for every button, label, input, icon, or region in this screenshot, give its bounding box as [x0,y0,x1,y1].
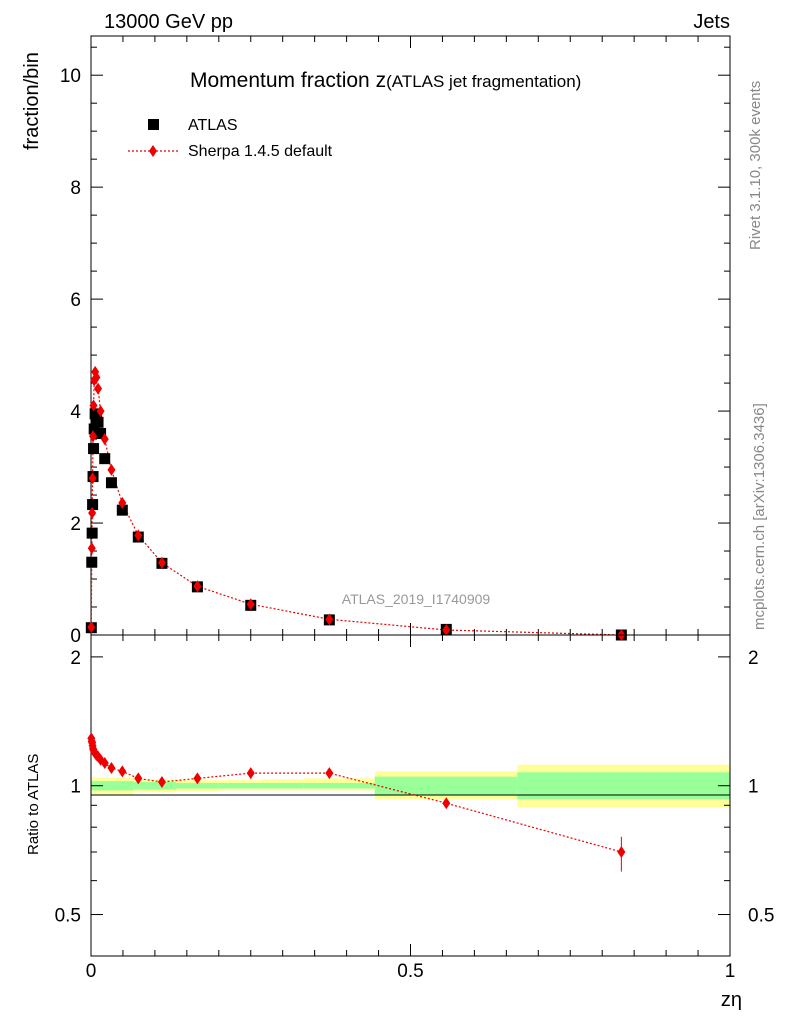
legend-sherpa-marker [149,145,157,157]
ratio-point [193,772,202,785]
atlas-point [88,423,100,435]
atlas-point [87,499,99,511]
source-label: mcplots.cern.ch [arXiv:1306.3436] [751,403,768,630]
ratio-stat-band [218,782,262,789]
main-panel: 0 2 4 6 8 10 fraction/bin Momentum fraction z… [21,35,731,647]
y-tick-label: 0 [70,626,81,647]
atlas-point [86,527,98,539]
x-tick-label: 0 [86,961,97,982]
sherpa-point [94,382,103,395]
ratio-panel: 0.5 0.5 1 1 2 2 Ratio to ATLAS [25,634,775,957]
sherpa-point [157,556,166,569]
x-tick-label: 0.5 [397,961,423,982]
sherpa-point [87,621,96,634]
sherpa-point [92,371,101,384]
atlas-point [105,477,117,489]
legend-atlas-marker [148,119,159,130]
ratio-point [134,772,143,785]
sherpa-point [88,506,97,519]
ratio-stat-band [91,781,134,791]
legend-atlas-label: ATLAS [188,117,238,134]
y-tick-label: 4 [70,402,81,423]
ratio-point [617,845,626,858]
legend: ATLAS Sherpa 1.4.5 default [128,117,333,160]
y-tick-label: 2 [70,514,81,535]
y-axis-label: fraction/bin [21,52,43,150]
legend-sherpa-label: Sherpa 1.4.5 default [188,143,333,160]
main-ticks [90,36,731,636]
ratio-y-tick-label: 2 [70,648,81,669]
sherpa-point [107,463,116,476]
ratio-y-tick-label: 0.5 [55,906,81,927]
y-tick-label: 10 [60,66,81,87]
x-tick-labels: 0 0.5 1 [86,961,736,982]
energy-label: 13000 GeV pp [104,11,233,33]
sherpa-point [246,598,255,611]
main-frame [90,35,731,636]
ratio-y-tick-label-right: 1 [748,777,759,798]
sherpa-point [134,529,143,542]
ratio-stat-band [303,782,375,789]
atlas-point [99,453,111,465]
category-label: Jets [693,11,730,33]
y-tick-label: 6 [70,290,81,311]
chart-title-suffix: (ATLAS jet fragmentation) [386,72,581,91]
atlas-point [92,416,104,428]
ratio-y-axis-label: Ratio to ATLAS [25,754,42,855]
ratio-point [442,797,451,810]
ratio-point [157,776,166,789]
sherpa-point [442,623,451,636]
ratio-point [325,767,334,780]
x-tick-label: 1 [725,961,736,982]
chart-title: Momentum fraction z(ATLAS jet fragmentat… [190,69,581,92]
atlas-point [116,504,128,516]
atlas-point [95,427,107,439]
ratio-point [246,767,255,780]
ratio-y-tick-label: 1 [70,777,81,798]
ratio-ytick-labels: 0.5 0.5 1 1 2 2 [55,648,775,927]
atlas-point [86,556,98,568]
analysis-label: ATLAS_2019_I1740909 [342,591,491,607]
sherpa-point [89,430,98,443]
atlas-point [89,408,101,420]
sherpa-point [193,580,202,593]
ratio-point [107,761,116,774]
ratio-point [118,765,127,778]
ratio-y-tick-label-right: 2 [748,648,759,669]
chart-title-main: Momentum fraction z [190,69,386,92]
sherpa-point [88,472,97,485]
ratio-stat-band [175,782,219,789]
ratio-points [87,732,626,872]
atlas-point [88,443,100,455]
y-tick-label: 8 [70,178,81,199]
sherpa-point [87,542,96,555]
sherpa-point [89,399,98,412]
ratio-stat-band [133,782,176,790]
sherpa-point [100,433,109,446]
rivet-label: Rivet 3.1.10, 300k events [747,81,764,250]
ratio-bands [91,764,730,808]
sherpa-point [96,405,105,418]
main-ytick-labels: 0 2 4 6 8 10 [60,66,82,647]
ratio-stat-band [261,782,304,789]
ratio-stat-band [374,776,518,796]
ratio-y-tick-label-right: 0.5 [748,906,774,927]
sherpa-points [87,365,626,641]
sherpa-point [325,613,334,626]
ratio-point [100,756,109,769]
sherpa-point [118,496,127,509]
x-axis-label: zη [721,989,742,1011]
ratio-ticks [90,635,731,957]
